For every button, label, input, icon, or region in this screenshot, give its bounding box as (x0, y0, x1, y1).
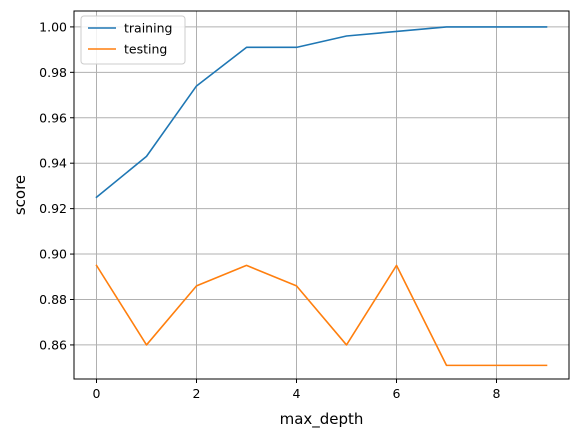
x-axis-label: max_depth (280, 410, 364, 429)
y-tick-label: 0.86 (39, 337, 67, 352)
x-tick-label: 2 (193, 386, 201, 401)
x-tick-label: 8 (493, 386, 501, 401)
y-tick-label: 0.92 (39, 201, 67, 216)
legend: training testing (80, 15, 186, 65)
y-tick-label: 1.00 (39, 19, 67, 34)
y-tick-label: 0.98 (39, 65, 67, 80)
series-line-training (95, 26, 548, 199)
plot-frame (73, 10, 570, 380)
y-tick-label: 0.90 (39, 247, 67, 262)
legend-training-label: training (124, 21, 172, 36)
axis-ticks: 0 2 4 6 8 0.86 0.88 0.90 0.92 0.94 0.96 0.98 1.00 (39, 19, 500, 401)
grid (74, 11, 569, 379)
x-tick-label: 4 (293, 386, 301, 401)
x-tick-label: 6 (393, 386, 401, 401)
y-tick-label: 0.88 (39, 292, 67, 307)
y-tick-label: 0.94 (39, 156, 67, 171)
legend-testing-label: testing (124, 42, 167, 57)
series-line-testing (95, 264, 548, 367)
x-tick-label: 0 (93, 386, 101, 401)
y-tick-label: 0.96 (39, 110, 67, 125)
series-lines (95, 26, 548, 367)
y-axis-label: score (11, 175, 29, 215)
